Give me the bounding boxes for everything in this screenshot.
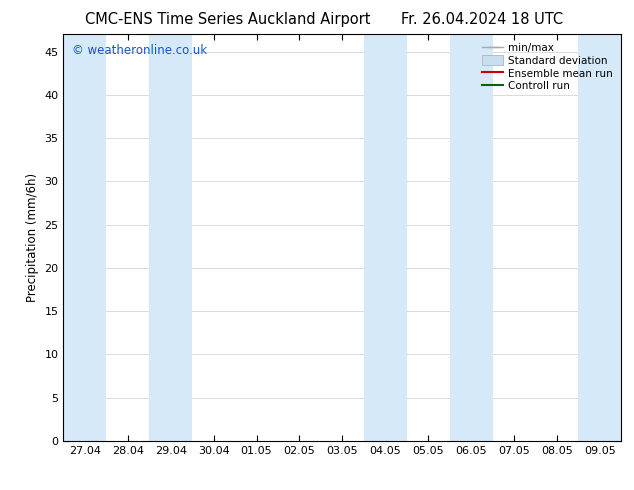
Text: © weatheronline.co.uk: © weatheronline.co.uk — [72, 45, 207, 57]
Text: Fr. 26.04.2024 18 UTC: Fr. 26.04.2024 18 UTC — [401, 12, 563, 27]
Bar — [149, 34, 192, 441]
Bar — [450, 34, 493, 441]
Bar — [364, 34, 407, 441]
Bar — [578, 34, 621, 441]
Y-axis label: Precipitation (mm/6h): Precipitation (mm/6h) — [26, 173, 39, 302]
Bar — [63, 34, 107, 441]
Legend: min/max, Standard deviation, Ensemble mean run, Controll run: min/max, Standard deviation, Ensemble me… — [479, 40, 616, 95]
Text: CMC-ENS Time Series Auckland Airport: CMC-ENS Time Series Auckland Airport — [86, 12, 371, 27]
